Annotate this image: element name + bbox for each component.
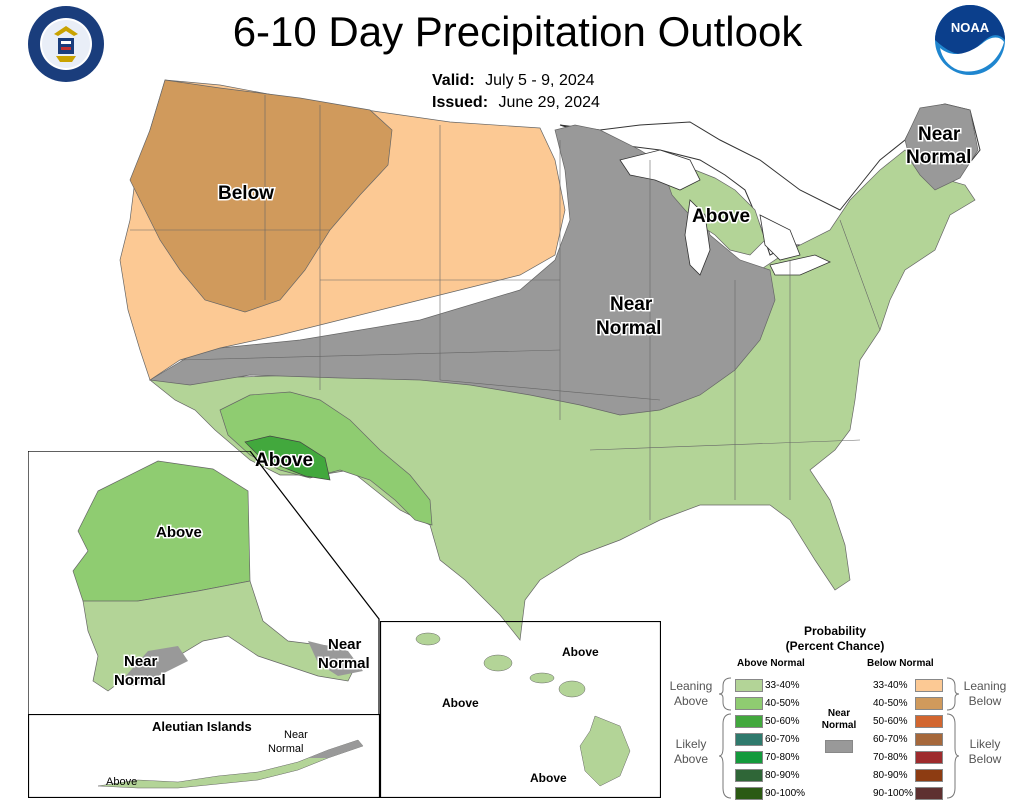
label-ne-normal: Normal (906, 147, 971, 168)
label-hi-above-ne: Above (562, 645, 599, 659)
state-boundaries (130, 95, 881, 520)
legend-below-range: 60-70% (873, 734, 908, 745)
legend-brace-left (718, 677, 732, 799)
legend-above-swatch (735, 751, 763, 764)
legend-below-range: 70-80% (873, 752, 908, 763)
legend-above-range: 90-100% (765, 788, 806, 799)
label-ne-near: Near (918, 124, 961, 145)
above-50-60-sw-region (244, 435, 331, 481)
legend-leaning-above: Leaning Above (665, 679, 717, 709)
legend-near-swatch (825, 740, 853, 753)
label-hi-above-w: Above (442, 696, 479, 710)
label-central-near: Near (610, 294, 653, 315)
alaska-sw-near-region (123, 646, 188, 686)
lake-erie (769, 254, 831, 276)
label-ak-sw-near: Near (124, 653, 158, 670)
below-40-50-region (129, 79, 393, 313)
near-normal-maine-region (904, 103, 979, 191)
legend-below-swatch (915, 751, 943, 764)
legend-below-range: 40-50% (873, 698, 908, 709)
label-ak-se-normal: Normal (318, 655, 370, 672)
valid-label: Valid: (432, 72, 475, 89)
legend-likely-above: Likely Above (665, 737, 717, 767)
lake-huron (759, 214, 801, 261)
legend-near-label-2: Normal (821, 720, 857, 731)
legend-title-1: Probability (803, 624, 866, 638)
legend-likely-below: Likely Below (957, 737, 1013, 767)
legend-brace-right (946, 677, 960, 799)
legend-below-range: 50-60% (873, 716, 908, 727)
label-great-lakes-above: Above (692, 206, 750, 227)
above-40-50-sw-region (219, 391, 433, 526)
label-aleutian-normal: Normal (268, 743, 303, 755)
legend-below-swatch (915, 787, 943, 800)
issued-row: Issued: June 29, 2024 (432, 94, 600, 112)
label-aleutian-above: Above (106, 776, 137, 788)
legend-below-swatch (915, 697, 943, 710)
legend-leaning-above-2: Above (673, 694, 709, 708)
issued-label: Issued: (432, 94, 489, 111)
legend-title-2: (Percent Chance) (785, 639, 885, 653)
michigan-above-region (664, 167, 766, 256)
label-ak-sw-normal: Normal (114, 672, 166, 689)
alaska-se-near-region (308, 641, 363, 676)
legend-above-header: Above Normal (737, 658, 805, 669)
legend-near-label-1: Near (827, 708, 851, 719)
legend-above-swatch (735, 697, 763, 710)
label-ak-above: Above (156, 524, 202, 541)
legend-below-swatch (915, 769, 943, 782)
lake-superior (619, 149, 701, 191)
label-central-normal: Normal (596, 318, 661, 339)
noaa-logo: NOAA (935, 5, 1005, 75)
label-aleutian-near: Near (284, 729, 308, 741)
legend-leaning-below-1: Leaning (963, 679, 1007, 693)
legend-below-range: 90-100% (873, 788, 914, 799)
legend-likely-above-2: Above (673, 752, 709, 766)
legend-leaning-above-1: Leaning (669, 679, 713, 693)
label-ak-se-near: Near (328, 636, 362, 653)
aleutian-inset: Aleutian Islands Near Normal Above (28, 714, 380, 798)
legend-above-range: 60-70% (765, 734, 800, 745)
near-normal-central-region (148, 124, 776, 416)
legend-above-swatch (735, 769, 763, 782)
legend-below-header: Below Normal (867, 658, 934, 669)
alaska-inset: Above Near Normal Near Normal (28, 451, 380, 714)
map-title: 6-10 Day Precipitation Outlook (232, 8, 803, 55)
legend-above-range: 70-80% (765, 752, 800, 763)
label-west-below: Below (218, 183, 274, 204)
legend-below-swatch (915, 715, 943, 728)
legend-above-range: 80-90% (765, 770, 800, 781)
commerce-seal-logo (28, 6, 104, 82)
legend-likely-above-1: Likely (675, 737, 707, 751)
legend-above-swatch (735, 679, 763, 692)
legend-leaning-below-2: Below (968, 694, 1002, 708)
noaa-logo-text: NOAA (951, 20, 990, 35)
label-aleutian-title: Aleutian Islands (152, 719, 252, 734)
legend-leaning-below: Leaning Below (957, 679, 1013, 709)
valid-dates: July 5 - 9, 2024 (485, 72, 595, 89)
legend-above-range: 50-60% (765, 716, 800, 727)
lake-michigan (684, 199, 711, 276)
legend-above-swatch (735, 787, 763, 800)
legend-below-range: 33-40% (873, 680, 908, 691)
hawaii-inset: Above Above Above (380, 621, 661, 798)
legend-below-swatch (915, 733, 943, 746)
legend-above-swatch (735, 733, 763, 746)
label-sw-above: Above (255, 450, 313, 471)
legend-likely-below-1: Likely (969, 737, 1001, 751)
label-hi-above-s: Above (530, 771, 567, 785)
legend-above-range: 33-40% (765, 680, 800, 691)
legend-below-range: 80-90% (873, 770, 908, 781)
legend-above-range: 40-50% (765, 698, 800, 709)
legend-likely-below-2: Below (968, 752, 1002, 766)
legend: Probability (Percent Chance) Above Norma… (665, 622, 1030, 800)
valid-row: Valid: July 5 - 9, 2024 (432, 72, 595, 90)
legend-below-swatch (915, 679, 943, 692)
issued-date: June 29, 2024 (498, 94, 600, 111)
legend-above-swatch (735, 715, 763, 728)
